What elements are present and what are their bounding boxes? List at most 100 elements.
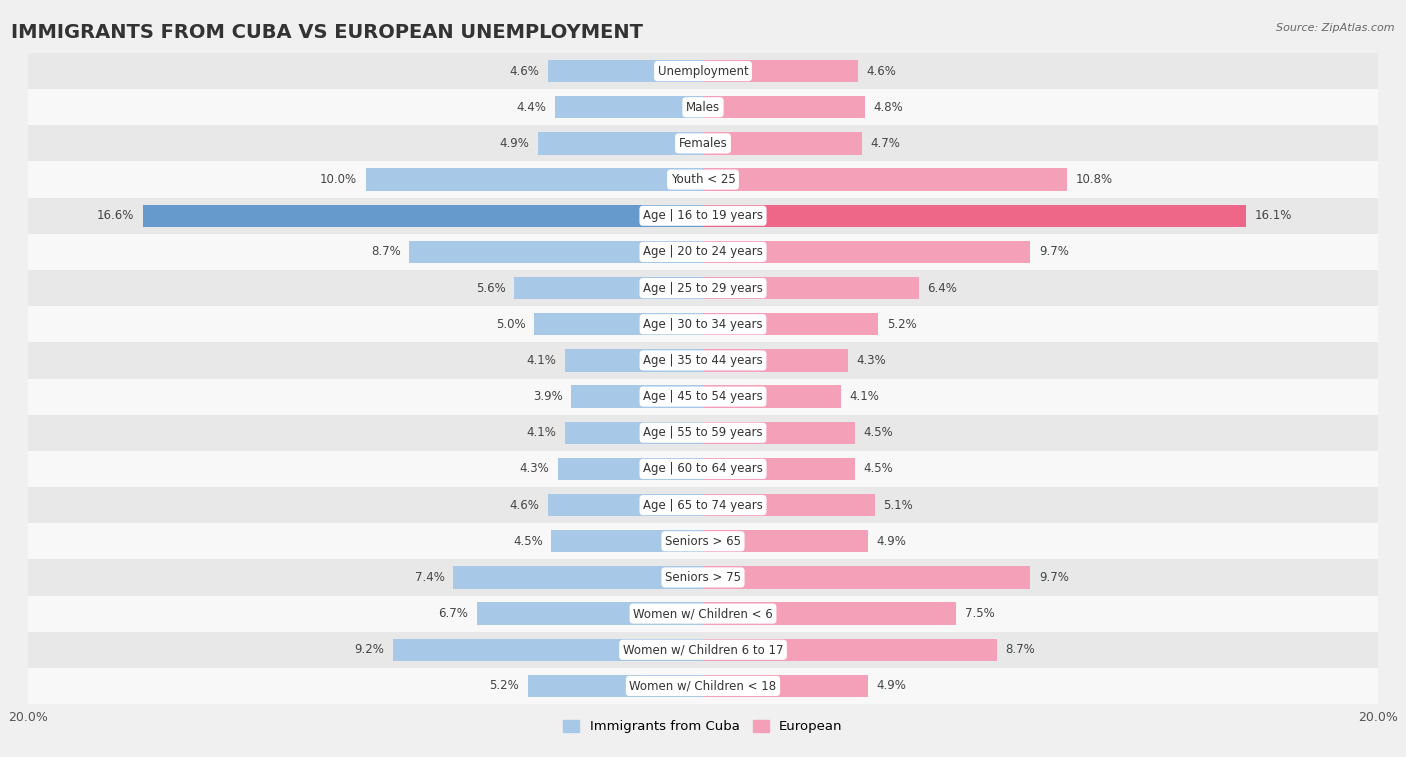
Bar: [28, 668, 1378, 704]
Text: 6.7%: 6.7%: [439, 607, 468, 620]
Text: 6.4%: 6.4%: [928, 282, 957, 294]
Text: 7.5%: 7.5%: [965, 607, 994, 620]
Text: 4.9%: 4.9%: [499, 137, 529, 150]
Bar: [565, 422, 703, 444]
Bar: [703, 674, 869, 697]
Text: 5.1%: 5.1%: [883, 499, 914, 512]
Bar: [703, 241, 1031, 263]
Bar: [703, 168, 1067, 191]
Text: 5.2%: 5.2%: [887, 318, 917, 331]
Text: 9.7%: 9.7%: [1039, 571, 1069, 584]
Text: 8.7%: 8.7%: [371, 245, 401, 258]
Legend: Immigrants from Cuba, European: Immigrants from Cuba, European: [564, 720, 842, 734]
Text: Age | 55 to 59 years: Age | 55 to 59 years: [643, 426, 763, 439]
Bar: [703, 349, 848, 372]
Text: 4.3%: 4.3%: [520, 463, 550, 475]
Bar: [28, 126, 1378, 161]
Bar: [571, 385, 703, 408]
Text: 10.8%: 10.8%: [1076, 173, 1114, 186]
Text: 4.1%: 4.1%: [849, 390, 880, 403]
Bar: [28, 53, 1378, 89]
Bar: [703, 494, 875, 516]
Text: Youth < 25: Youth < 25: [671, 173, 735, 186]
Bar: [703, 530, 869, 553]
Text: 9.7%: 9.7%: [1039, 245, 1069, 258]
Text: 4.4%: 4.4%: [516, 101, 546, 114]
Bar: [703, 277, 920, 299]
Text: Women w/ Children < 18: Women w/ Children < 18: [630, 680, 776, 693]
Text: 16.1%: 16.1%: [1254, 209, 1292, 223]
Bar: [28, 631, 1378, 668]
Text: 5.6%: 5.6%: [475, 282, 506, 294]
Bar: [143, 204, 703, 227]
Text: 4.6%: 4.6%: [509, 499, 540, 512]
Bar: [703, 639, 997, 661]
Text: 4.5%: 4.5%: [863, 463, 893, 475]
Text: Age | 45 to 54 years: Age | 45 to 54 years: [643, 390, 763, 403]
Bar: [28, 161, 1378, 198]
Text: 8.7%: 8.7%: [1005, 643, 1035, 656]
Bar: [554, 96, 703, 118]
Text: 4.6%: 4.6%: [866, 64, 897, 77]
Text: Males: Males: [686, 101, 720, 114]
Text: Age | 20 to 24 years: Age | 20 to 24 years: [643, 245, 763, 258]
Text: 4.1%: 4.1%: [526, 354, 557, 367]
Bar: [453, 566, 703, 589]
Bar: [28, 559, 1378, 596]
Bar: [703, 603, 956, 625]
Bar: [537, 132, 703, 154]
Bar: [534, 313, 703, 335]
Text: 3.9%: 3.9%: [533, 390, 562, 403]
Text: Females: Females: [679, 137, 727, 150]
Text: 4.3%: 4.3%: [856, 354, 886, 367]
Text: 4.8%: 4.8%: [873, 101, 903, 114]
Text: 10.0%: 10.0%: [321, 173, 357, 186]
Text: IMMIGRANTS FROM CUBA VS EUROPEAN UNEMPLOYMENT: IMMIGRANTS FROM CUBA VS EUROPEAN UNEMPLO…: [11, 23, 644, 42]
Bar: [703, 313, 879, 335]
Text: Age | 65 to 74 years: Age | 65 to 74 years: [643, 499, 763, 512]
Text: 4.9%: 4.9%: [877, 680, 907, 693]
Bar: [28, 451, 1378, 487]
Bar: [28, 487, 1378, 523]
Text: Women w/ Children 6 to 17: Women w/ Children 6 to 17: [623, 643, 783, 656]
Bar: [565, 349, 703, 372]
Bar: [527, 674, 703, 697]
Bar: [477, 603, 703, 625]
Bar: [703, 96, 865, 118]
Bar: [703, 204, 1246, 227]
Text: 4.5%: 4.5%: [513, 534, 543, 548]
Text: Source: ZipAtlas.com: Source: ZipAtlas.com: [1277, 23, 1395, 33]
Bar: [28, 415, 1378, 451]
Bar: [703, 566, 1031, 589]
Text: Age | 25 to 29 years: Age | 25 to 29 years: [643, 282, 763, 294]
Bar: [28, 198, 1378, 234]
Text: Seniors > 65: Seniors > 65: [665, 534, 741, 548]
Bar: [558, 458, 703, 480]
Bar: [28, 306, 1378, 342]
Text: 4.9%: 4.9%: [877, 534, 907, 548]
Bar: [366, 168, 703, 191]
Text: 5.0%: 5.0%: [496, 318, 526, 331]
Text: 4.7%: 4.7%: [870, 137, 900, 150]
Text: Unemployment: Unemployment: [658, 64, 748, 77]
Bar: [28, 596, 1378, 631]
Bar: [703, 458, 855, 480]
Bar: [28, 270, 1378, 306]
Bar: [548, 60, 703, 83]
Bar: [703, 385, 841, 408]
Bar: [28, 89, 1378, 126]
Bar: [515, 277, 703, 299]
Bar: [409, 241, 703, 263]
Text: Age | 35 to 44 years: Age | 35 to 44 years: [643, 354, 763, 367]
Bar: [548, 494, 703, 516]
Text: 9.2%: 9.2%: [354, 643, 384, 656]
Text: Women w/ Children < 6: Women w/ Children < 6: [633, 607, 773, 620]
Text: 4.6%: 4.6%: [509, 64, 540, 77]
Bar: [703, 132, 862, 154]
Text: 4.5%: 4.5%: [863, 426, 893, 439]
Text: 5.2%: 5.2%: [489, 680, 519, 693]
Bar: [28, 378, 1378, 415]
Bar: [392, 639, 703, 661]
Bar: [28, 523, 1378, 559]
Bar: [28, 342, 1378, 378]
